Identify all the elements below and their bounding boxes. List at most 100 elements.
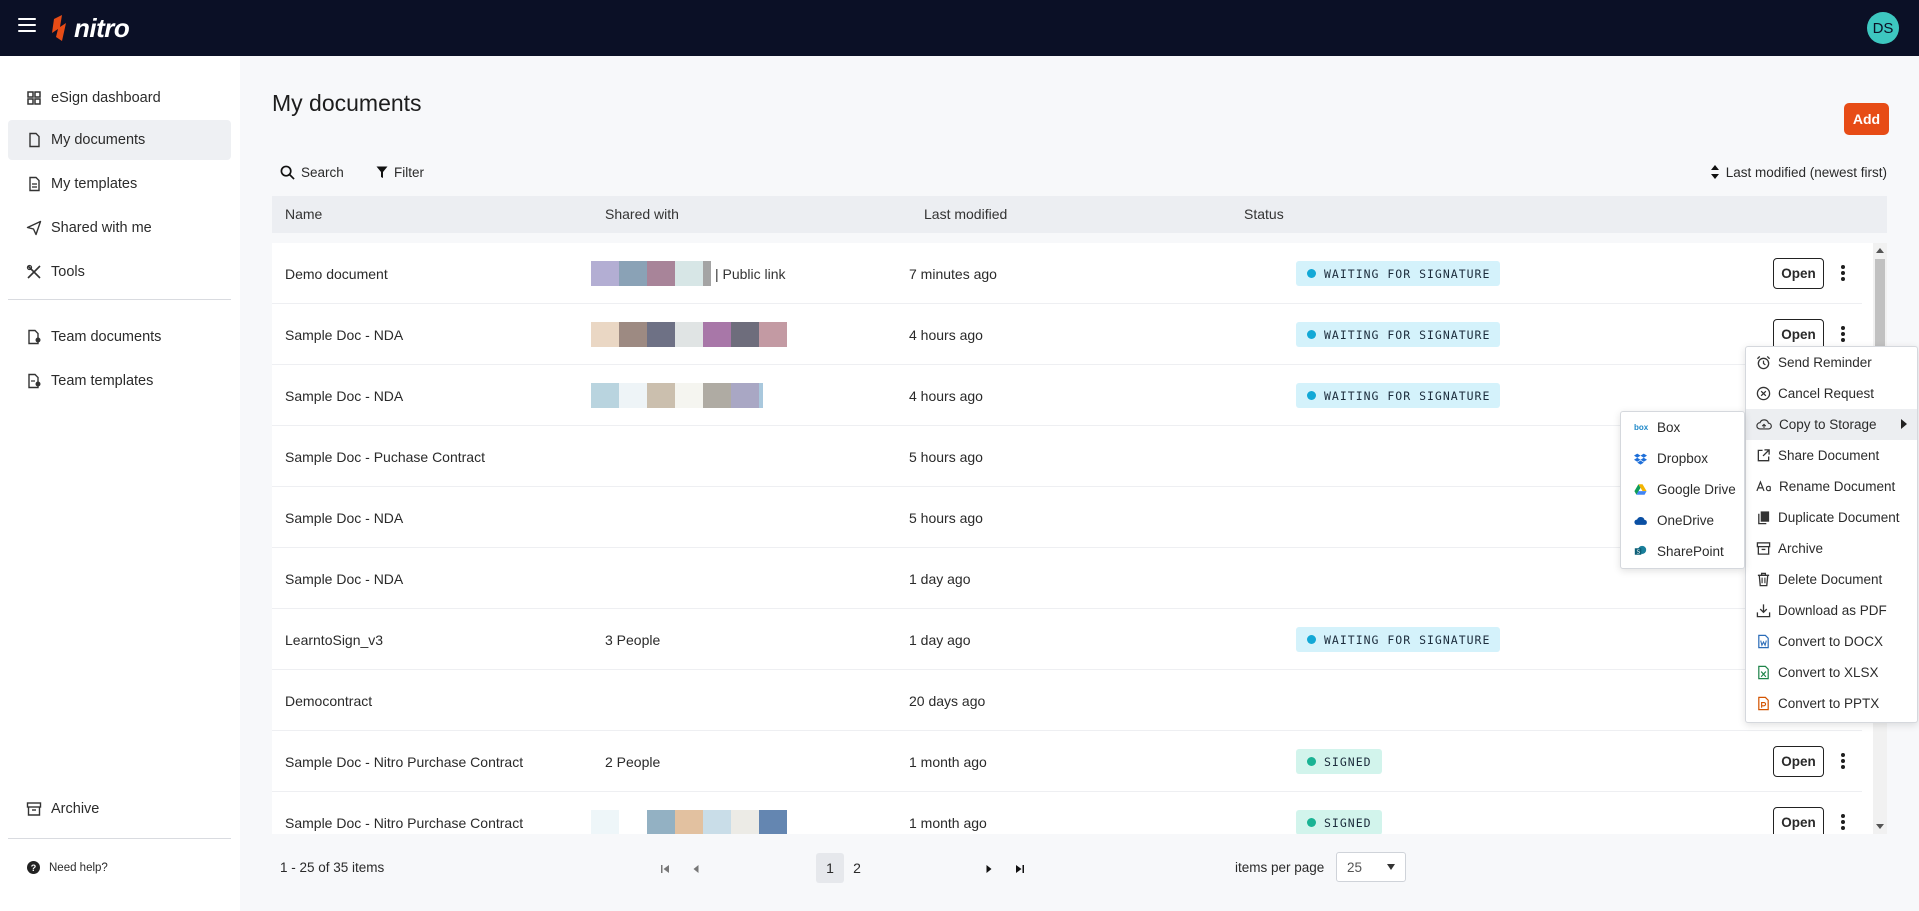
more-options-icon[interactable] — [1836, 810, 1850, 834]
open-button[interactable]: Open — [1773, 258, 1824, 289]
submenu-arrow-icon — [1901, 419, 1907, 429]
hamburger-menu-icon[interactable] — [18, 18, 36, 34]
document-name[interactable]: Sample Doc - NDA — [285, 387, 404, 404]
shared-with-count[interactable]: 2 People — [605, 753, 661, 770]
document-name[interactable]: Sample Doc - NDA — [285, 326, 404, 343]
menu-item-copy-to-storage[interactable]: Copy to Storage — [1746, 409, 1917, 440]
more-options-icon[interactable] — [1836, 261, 1850, 285]
page-1-button[interactable]: 1 — [816, 853, 844, 883]
document-name[interactable]: Sample Doc - NDA — [285, 509, 404, 526]
column-header-status[interactable]: Status — [1244, 206, 1284, 222]
first-page-icon[interactable] — [658, 862, 672, 876]
storage-item-label: SharePoint — [1657, 544, 1724, 559]
table-row[interactable]: Sample Doc - Nitro Purchase Contract 2 P… — [272, 731, 1862, 792]
last-modified: 20 days ago — [909, 692, 986, 709]
menu-item-rename-document[interactable]: Rename Document — [1746, 471, 1917, 502]
menu-item-delete-document[interactable]: Delete Document — [1746, 564, 1917, 595]
menu-item-share-document[interactable]: Share Document — [1746, 440, 1917, 471]
sidebar-item-esign-dashboard[interactable]: eSign dashboard — [8, 78, 231, 118]
storage-item-box[interactable]: box Box — [1621, 412, 1744, 443]
table-row[interactable]: Sample Doc - NDA 1 day ago — [272, 548, 1862, 609]
column-header-name[interactable]: Name — [285, 206, 323, 222]
menu-item-label: Download as PDF — [1778, 603, 1887, 618]
menu-item-archive[interactable]: Archive — [1746, 533, 1917, 564]
table-row[interactable]: LearntoSign_v3 3 People 1 day ago WAITIN… — [272, 609, 1862, 670]
storage-item-onedrive[interactable]: OneDrive — [1621, 505, 1744, 536]
download-icon — [1756, 604, 1771, 618]
sidebar-item-team-documents[interactable]: Team documents — [8, 317, 231, 357]
menu-item-convert-to-pptx[interactable]: Convert to PPTX — [1746, 688, 1917, 719]
open-button[interactable]: Open — [1773, 807, 1824, 834]
user-avatar[interactable]: DS — [1867, 12, 1899, 44]
menu-item-send-reminder[interactable]: Send Reminder — [1746, 347, 1917, 378]
status-badge: WAITING FOR SIGNATURE — [1296, 383, 1501, 408]
open-button[interactable]: Open — [1773, 746, 1824, 777]
public-link-label[interactable]: | Public link — [715, 265, 786, 282]
menu-item-convert-to-docx[interactable]: Convert to DOCX — [1746, 626, 1917, 657]
items-per-page-select[interactable]: 25 — [1336, 852, 1406, 882]
archive-icon — [1756, 542, 1771, 555]
nitro-logo[interactable]: nitro — [50, 12, 130, 44]
scroll-down-arrow-icon[interactable] — [1876, 824, 1884, 829]
table-row[interactable]: Demo document | Public link 7 minutes ag… — [272, 243, 1862, 304]
items-per-page-label: items per page — [1235, 860, 1325, 875]
sidebar-item-my-documents[interactable]: My documents — [8, 120, 231, 160]
sort-dropdown[interactable]: Last modified (newest first) — [1710, 161, 1887, 183]
onedrive-icon — [1634, 516, 1647, 525]
document-name[interactable]: Demo document — [285, 265, 388, 282]
storage-item-sharepoint[interactable]: S SharePoint — [1621, 536, 1744, 567]
status-dot-icon — [1307, 269, 1316, 278]
shared-with-count[interactable]: 3 People — [605, 631, 661, 648]
help-icon: ? — [27, 861, 40, 874]
more-options-icon[interactable] — [1836, 322, 1850, 346]
sidebar-item-team-templates[interactable]: Team templates — [8, 361, 231, 401]
scroll-up-arrow-icon[interactable] — [1876, 248, 1884, 253]
document-name[interactable]: LearntoSign_v3 — [285, 631, 384, 648]
table-row[interactable]: Sample Doc - NDA 4 hours ago WAITING FOR… — [272, 304, 1862, 365]
menu-item-convert-to-xlsx[interactable]: Convert to XLSX — [1746, 657, 1917, 688]
document-name[interactable]: Sample Doc - NDA — [285, 570, 404, 587]
page-2-button[interactable]: 2 — [853, 860, 861, 876]
storage-item-label: Dropbox — [1657, 451, 1709, 466]
sidebar-item-my-templates[interactable]: My templates — [8, 164, 231, 204]
shared-with-cell — [591, 304, 787, 365]
table-row[interactable]: Sample Doc - NDA 5 hours ago — [272, 487, 1862, 548]
filter-button[interactable]: Filter — [376, 161, 424, 183]
search-button[interactable]: Search — [280, 161, 344, 183]
storage-item-google-drive[interactable]: Google Drive — [1621, 474, 1744, 505]
last-modified: 7 minutes ago — [909, 265, 997, 282]
template-icon — [29, 176, 40, 192]
sidebar-item-shared-with-me[interactable]: Shared with me — [8, 208, 231, 248]
last-page-icon[interactable] — [1013, 862, 1027, 876]
team-template-icon — [28, 373, 41, 389]
menu-item-label: Send Reminder — [1778, 355, 1872, 370]
table-row[interactable]: Sample Doc - NDA 4 hours ago WAITING FOR… — [272, 365, 1862, 426]
menu-item-duplicate-document[interactable]: Duplicate Document — [1746, 502, 1917, 533]
shared-avatars — [591, 322, 787, 347]
previous-page-icon[interactable] — [689, 862, 703, 876]
sidebar-item-label: Shared with me — [51, 220, 152, 236]
shared-with-cell: | Public link — [591, 243, 786, 304]
document-name[interactable]: Sample Doc - Nitro Purchase Contract — [285, 753, 524, 770]
document-name[interactable]: Sample Doc - Puchase Contract — [285, 448, 485, 465]
top-bar: nitro DS — [0, 0, 1919, 56]
menu-item-cancel-request[interactable]: Cancel Request — [1746, 378, 1917, 409]
grid-icon — [27, 91, 41, 105]
menu-item-download-as-pdf[interactable]: Download as PDF — [1746, 595, 1917, 626]
table-row[interactable]: Sample Doc - Nitro Purchase Contract 1 m… — [272, 792, 1862, 834]
document-name[interactable]: Democontract — [285, 692, 373, 709]
document-name[interactable]: Sample Doc - Nitro Purchase Contract — [285, 814, 524, 831]
column-header-shared-with[interactable]: Shared with — [605, 206, 679, 222]
sidebar-item-label: Team documents — [51, 329, 162, 345]
table-row[interactable]: Sample Doc - Puchase Contract 5 hours ag… — [272, 426, 1862, 487]
next-page-icon[interactable] — [982, 862, 996, 876]
sidebar-item-archive[interactable]: Archive — [8, 789, 231, 829]
storage-item-dropbox[interactable]: Dropbox — [1621, 443, 1744, 474]
more-options-icon[interactable] — [1836, 749, 1850, 773]
last-modified: 1 day ago — [909, 631, 971, 648]
sidebar-item-tools[interactable]: Tools — [8, 252, 231, 292]
need-help-link[interactable]: ? Need help? — [27, 861, 108, 874]
column-header-last-modified[interactable]: Last modified — [924, 206, 1008, 222]
add-button[interactable]: Add — [1844, 103, 1889, 135]
table-row[interactable]: Democontract 20 days ago — [272, 670, 1862, 731]
